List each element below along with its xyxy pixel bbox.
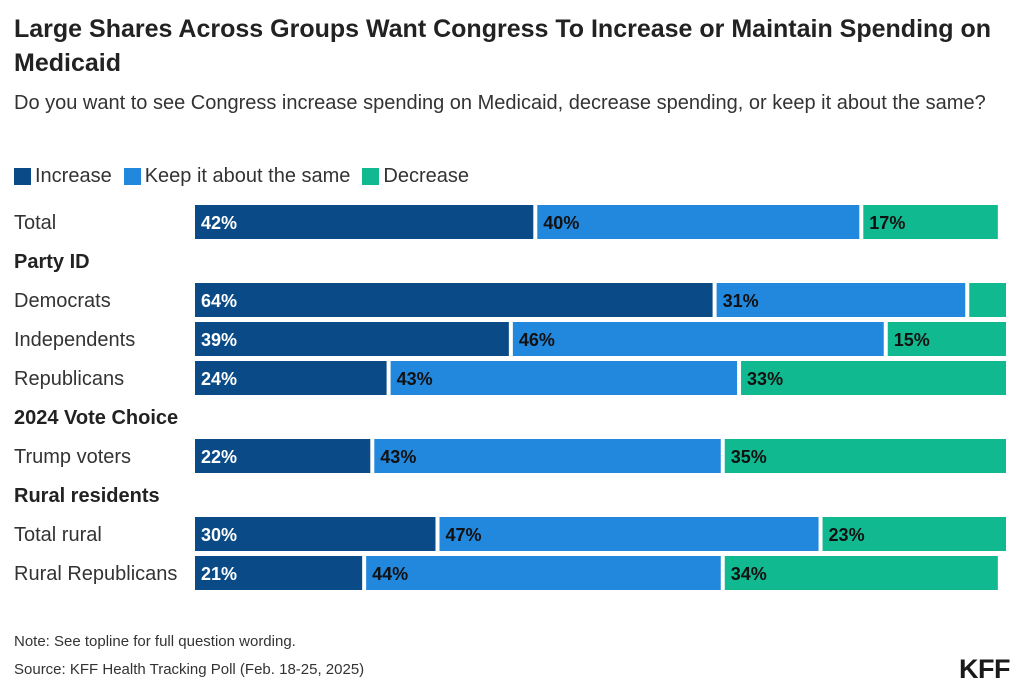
data-label-trump-voters-keep-it-about-the-same: 43% (380, 447, 416, 467)
bar-total-rural-keep-it-about-the-same (439, 517, 819, 551)
bar-democrats-keep-it-about-the-same (716, 283, 966, 317)
bar-trump-voters-increase (195, 439, 371, 473)
bar-rural-republicans-decrease (724, 556, 998, 590)
data-label-republicans-keep-it-about-the-same: 43% (397, 369, 433, 389)
data-label-total-increase: 42% (201, 213, 237, 233)
data-label-independents-increase: 39% (201, 330, 237, 350)
chart-subtitle: Do you want to see Congress increase spe… (14, 92, 986, 114)
bar-democrats-decrease (969, 283, 1006, 317)
bar-trump-voters-keep-it-about-the-same (374, 439, 721, 473)
chart-title: Large Shares Across Groups Want Congress… (14, 15, 992, 77)
data-label-total-rural-keep-it-about-the-same: 47% (446, 525, 482, 545)
group-label-party-id: Party ID (14, 251, 90, 273)
data-label-rural-republicans-decrease: 34% (731, 564, 767, 584)
bar-democrats-increase (195, 283, 713, 317)
bar-total-rural-decrease (822, 517, 1006, 551)
row-label-trump-voters: Trump voters (14, 446, 131, 468)
bar-independents-decrease (887, 322, 1006, 356)
data-label-republicans-decrease: 33% (747, 369, 783, 389)
legend-label-same: Keep it about the same (144, 164, 351, 187)
bar-total-increase (195, 205, 534, 239)
data-label-total-rural-increase: 30% (201, 525, 237, 545)
row-label-republicans: Republicans (14, 368, 124, 390)
legend-swatch-increase (14, 167, 31, 185)
row-label-total: Total (14, 212, 56, 234)
legend-label-increase: Increase (35, 164, 112, 187)
row-label-independents: Independents (14, 329, 135, 351)
legend-swatch-decrease (362, 167, 380, 185)
data-label-democrats-keep-it-about-the-same: 31% (723, 291, 759, 311)
data-label-trump-voters-decrease: 35% (731, 447, 767, 467)
legend-item-same: Keep it about the same (123, 164, 351, 188)
bar-rural-republicans-increase (195, 556, 363, 590)
legend-item-increase: Increase (14, 165, 112, 188)
row-label-rural-republicans: Rural Republicans (14, 563, 177, 585)
bar-total-keep-it-about-the-same (537, 205, 860, 239)
bar-republicans-keep-it-about-the-same (390, 361, 738, 395)
bar-rural-republicans-keep-it-about-the-same (366, 556, 721, 590)
source-note: Source: KFF Health Tracking Poll (Feb. 1… (14, 661, 365, 678)
bar-independents-increase (195, 322, 509, 356)
data-label-total-rural-decrease: 23% (829, 525, 865, 545)
bar-republicans-increase (195, 361, 387, 395)
data-label-democrats-increase: 64% (201, 291, 237, 311)
data-label-independents-keep-it-about-the-same: 46% (519, 330, 555, 350)
data-label-rural-republicans-increase: 21% (201, 564, 237, 584)
bar-total-decrease (863, 205, 998, 239)
legend-label-decrease: Decrease (383, 164, 470, 187)
data-label-independents-decrease: 15% (894, 330, 930, 350)
row-label-democrats: Democrats (14, 290, 111, 312)
row-label-total-rural: Total rural (14, 524, 102, 546)
bar-independents-keep-it-about-the-same (512, 322, 884, 356)
legend-item-decrease: Decrease (362, 165, 469, 188)
data-label-trump-voters-increase: 22% (201, 447, 237, 467)
bar-republicans-decrease (741, 361, 1006, 395)
legend-swatch-same (123, 167, 141, 185)
bar-trump-voters-decrease (724, 439, 1006, 473)
kff-logo: KFF (959, 654, 1010, 684)
group-label-rural-residents: Rural residents (14, 485, 160, 507)
data-label-total-keep-it-about-the-same: 40% (543, 213, 579, 233)
data-label-rural-republicans-keep-it-about-the-same: 44% (372, 564, 408, 584)
bar-total-rural-increase (195, 517, 436, 551)
legend: Increase Keep it about the same Decrease (14, 164, 481, 188)
data-label-total-decrease: 17% (869, 213, 905, 233)
footnote: Note: See topline for full question word… (14, 633, 296, 650)
data-label-republicans-increase: 24% (201, 369, 237, 389)
group-label-2024-vote-choice: 2024 Vote Choice (14, 407, 178, 429)
stacked-bar-chart: Total 42% 40% 17% Party ID Democrats 64% 31% Ind… (14, 205, 1006, 590)
